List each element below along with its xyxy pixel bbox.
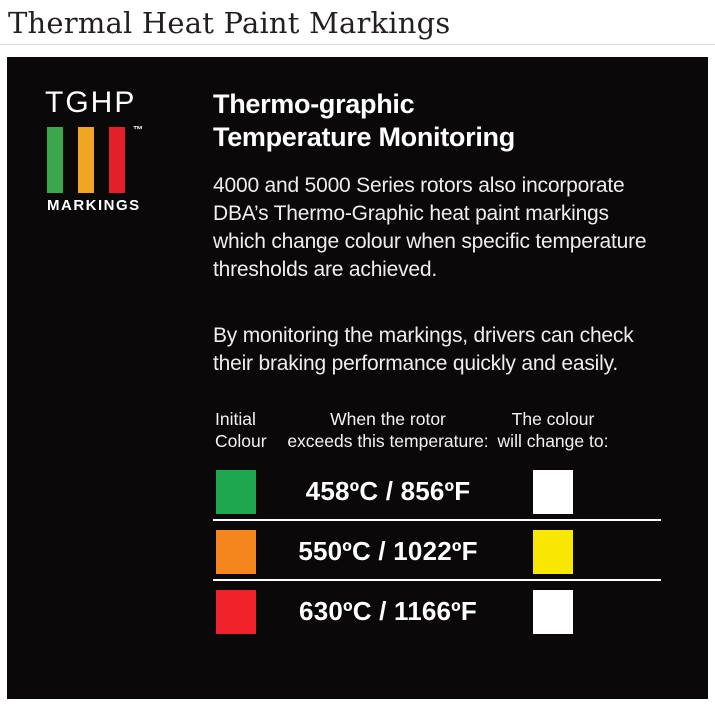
panel-content: Thermo-graphic Temperature Monitoring 40… <box>213 86 693 634</box>
initial-colour-swatch <box>216 470 256 514</box>
table-row: 458ºC / 856ºF <box>213 470 661 514</box>
header-temperature: When the rotor exceeds this temperature: <box>287 409 489 451</box>
temperature-value: 630ºC / 1166ºF <box>299 595 477 626</box>
initial-colour-swatch <box>216 530 256 574</box>
table-header-row: Initial Colour When the rotor exceeds th… <box>213 408 661 452</box>
table-row: 630ºC / 1166ºF <box>213 590 661 634</box>
temperature-value: 550ºC / 1022ºF <box>298 535 478 566</box>
change-colour-swatch <box>533 470 573 514</box>
header-colour-change: The colour will change to: <box>497 409 609 451</box>
change-colour-swatch <box>533 590 573 634</box>
tghp-info-panel: TGHP ™ MARKINGS Thermo-graphic Temperatu… <box>7 57 708 699</box>
logo-bar-green <box>47 127 63 193</box>
row-divider <box>213 519 661 521</box>
logo-bar-amber <box>78 127 94 193</box>
logo-bars-icon: ™ <box>47 125 143 193</box>
table-body: 458ºC / 856ºF 550ºC / 1022ºF 630ºC / 116… <box>213 470 661 634</box>
title-divider <box>0 44 715 45</box>
monitoring-paragraph: By monitoring the markings, drivers can … <box>213 324 634 375</box>
header-initial-colour: Initial Colour <box>215 409 267 451</box>
panel-heading: Thermo-graphic Temperature Monitoring <box>213 89 515 152</box>
temperature-value: 458ºC / 856ºF <box>305 475 471 506</box>
logo-caption: MARKINGS <box>47 197 141 214</box>
temperature-table: Initial Colour When the rotor exceeds th… <box>213 408 661 634</box>
tghp-logo: TGHP ™ MARKINGS <box>45 86 143 214</box>
logo-bar-red <box>109 127 125 193</box>
trademark-symbol: ™ <box>133 125 143 136</box>
logo-wordmark: TGHP <box>45 86 137 119</box>
change-colour-swatch <box>533 530 573 574</box>
initial-colour-swatch <box>216 590 256 634</box>
intro-paragraph: 4000 and 5000 Series rotors also incorpo… <box>213 174 647 281</box>
row-divider <box>213 579 661 581</box>
table-row: 550ºC / 1022ºF <box>213 530 661 574</box>
page-title: Thermal Heat Paint Markings <box>8 6 451 40</box>
